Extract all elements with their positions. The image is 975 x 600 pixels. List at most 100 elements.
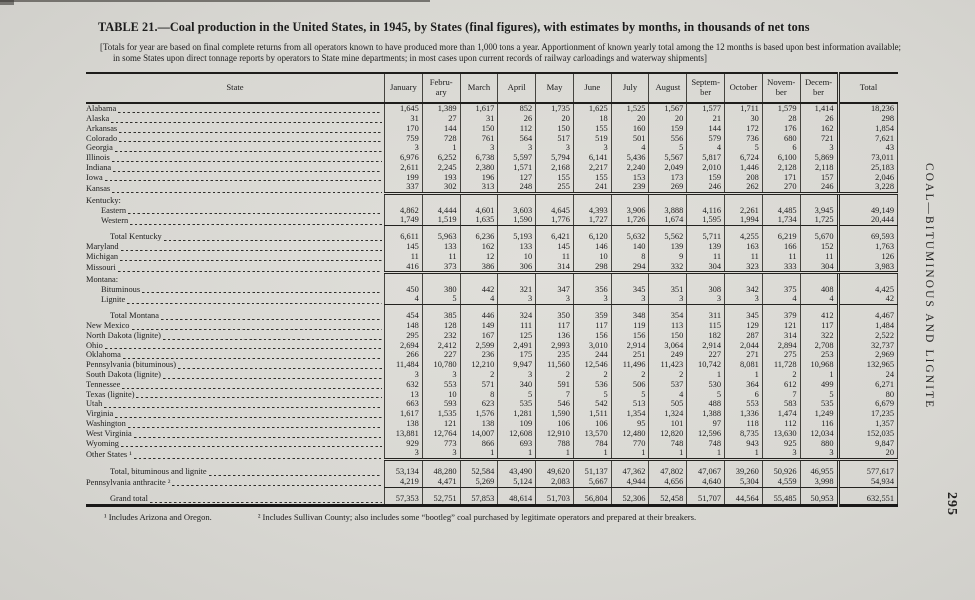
cell-month: 386 [459, 261, 498, 275]
state-name: South Dakota (lignite) [86, 370, 161, 380]
cell-month: 3 [535, 294, 574, 306]
cell-month: 4 [799, 294, 838, 306]
column-header: State [86, 72, 385, 105]
state-name: Lignite [101, 294, 126, 304]
cell-month: 118 [724, 419, 763, 429]
cell-month: 306 [497, 261, 536, 275]
cell-month: 112 [497, 123, 536, 134]
cell-month: 10 [497, 251, 536, 262]
cell-month: 4,656 [648, 477, 687, 488]
cell-month: 693 [497, 438, 536, 449]
dotted-leader [104, 406, 382, 409]
cell-month: 375 [761, 284, 801, 295]
cell-month: 3 [799, 448, 838, 462]
cell-month: 156 [572, 330, 612, 341]
cell-month: 499 [799, 379, 838, 390]
cell-month: 350 [535, 304, 574, 322]
table-row: Ohio 2,694 2,412 2,599 2,491 2,993 3,010 2,914 3… [86, 340, 898, 351]
cell-month: 3 [384, 448, 423, 462]
row-label: Lignite [86, 294, 385, 304]
state-name: Total, bituminous and lignite [110, 467, 207, 477]
cell-month: 12 [459, 251, 498, 262]
cell-month: 2 [572, 370, 612, 380]
state-name: Kansas [86, 183, 111, 193]
table-headnote: [Totals for year are based on final comp… [100, 41, 901, 63]
cell-month: 5,304 [724, 477, 763, 488]
cell-month: 501 [610, 133, 649, 144]
cell-month: 129 [724, 321, 763, 331]
column-header: May [535, 72, 574, 105]
dotted-leader [160, 318, 382, 321]
cell-month: 2,599 [459, 340, 498, 351]
table-row: Lignite 4 5 4 3 3 3 3 3 3 3 4 4 42 [86, 294, 898, 306]
cell-total: 24 [836, 370, 898, 380]
column-header: Total [836, 72, 898, 105]
row-label: Iowa [86, 173, 385, 183]
state-name: Texas (lignite) [86, 389, 135, 399]
cell-month: 517 [535, 133, 574, 144]
cell-month: 159 [648, 123, 687, 134]
cell-month: 546 [535, 399, 574, 410]
cell-month: 56,804 [572, 487, 612, 507]
cell-month: 5 [724, 143, 763, 154]
cell-month: 3 [686, 294, 725, 306]
cell-month: 3 [724, 294, 763, 306]
cell-month: 925 [761, 438, 801, 449]
cell-month: 323 [724, 261, 763, 275]
table-body: Alabama 1,645 1,389 1,617 852 1,735 1,625 1,525… [86, 103, 898, 507]
table-title: TABLE 21.—Coal production in the United … [98, 20, 810, 34]
table-row: New Mexico 148 128 149 111 117 117 119 113 115 129… [86, 321, 898, 331]
cell-month: 5,124 [497, 477, 536, 488]
cell-month: 145 [384, 241, 423, 252]
cell-month: 266 [384, 350, 423, 361]
cell-month: 359 [572, 304, 612, 322]
cell-month: 3 [384, 370, 423, 380]
cell-month: 593 [421, 399, 461, 410]
cell-month: 12,596 [686, 428, 725, 439]
cell-total: 126 [836, 251, 898, 262]
cell-month: 446 [459, 304, 498, 322]
cell-month: 348 [610, 304, 649, 322]
cell-month: 2,245 [421, 162, 461, 173]
cell-total: 4,467 [836, 304, 898, 322]
cell-month: 564 [497, 133, 536, 144]
cell-month: 49,620 [535, 459, 574, 477]
cell-total: 32,737 [836, 340, 898, 351]
cell-month: 11,728 [761, 360, 801, 371]
cell-month: 182 [686, 330, 725, 341]
cell-month: 298 [572, 261, 612, 275]
cell-month [459, 193, 498, 206]
cell-month: 536 [572, 379, 612, 390]
cell-month: 322 [799, 330, 838, 341]
cell-month: 47,802 [648, 459, 687, 477]
row-label: New Mexico [86, 321, 385, 331]
page-number: 295 [944, 492, 959, 516]
cell-month: 321 [497, 284, 536, 295]
cell-month: 1,249 [799, 409, 838, 420]
cell-month [686, 272, 725, 285]
cell-month: 379 [761, 304, 801, 322]
cell-month: 2,412 [421, 340, 461, 351]
cell-month: 5,817 [686, 153, 725, 163]
cell-month: 113 [648, 321, 687, 331]
column-header: March [459, 72, 498, 105]
row-label: North Dakota (lignite) [86, 331, 385, 341]
cell-total: 3,983 [836, 261, 898, 275]
cell-month: 133 [421, 241, 461, 252]
cell-month: 11 [384, 251, 423, 262]
cell-month: 127 [497, 172, 536, 183]
table-header: State January Febru- ary March April May June J… [86, 72, 898, 105]
cell-month: 145 [535, 241, 574, 252]
page-content: TABLE 21.—Coal production in the United … [86, 20, 901, 522]
row-label: Ohio [86, 341, 385, 351]
cell-month: 3 [421, 448, 461, 462]
dotted-leader [112, 190, 382, 193]
cell-month: 4 [686, 143, 725, 154]
cell-month: 488 [686, 399, 725, 410]
cell-month: 5,670 [799, 225, 838, 242]
cell-month: 2,380 [459, 162, 498, 173]
row-label: Utah [86, 399, 385, 409]
cell-month: 2,217 [572, 162, 612, 173]
cell-month: 21 [686, 113, 725, 124]
dotted-leader [133, 435, 382, 438]
